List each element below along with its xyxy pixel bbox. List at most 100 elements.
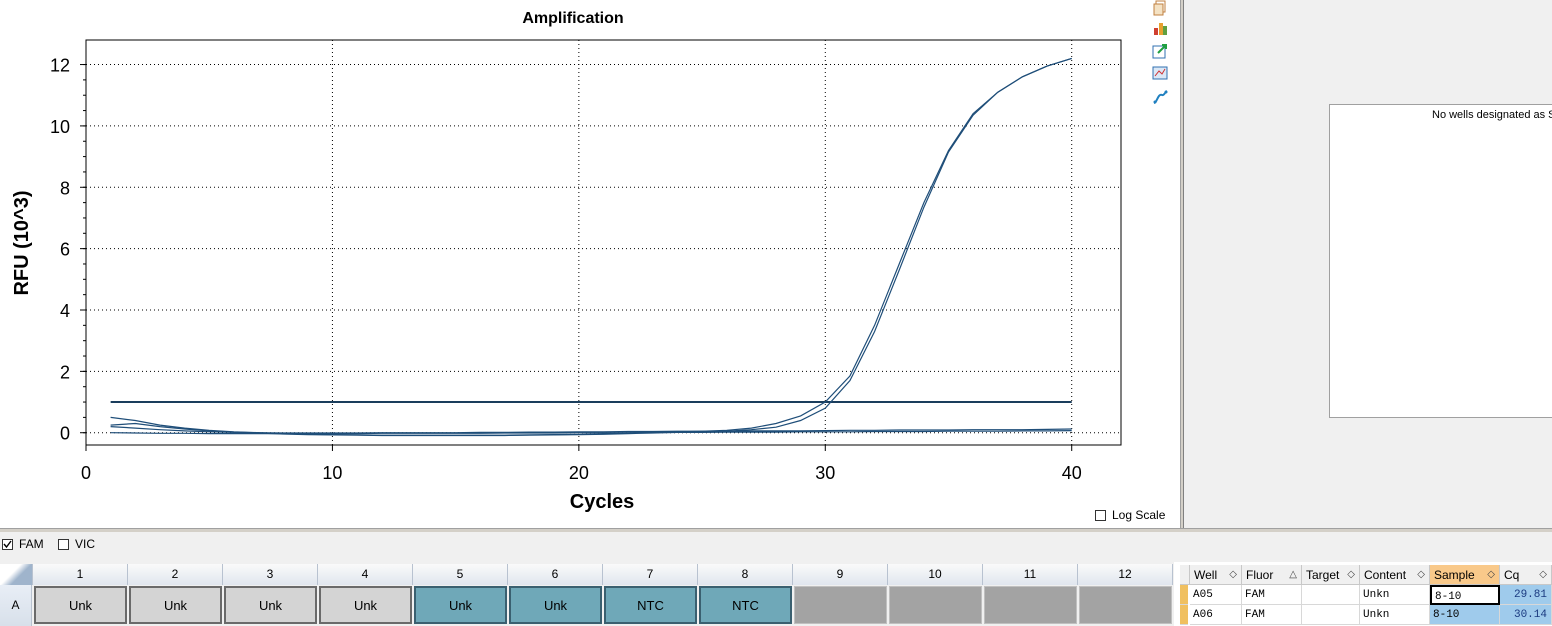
x-tick-label: 30 [815, 463, 835, 483]
plate-well-a04[interactable]: Unk [319, 586, 412, 624]
curve-icon[interactable] [1152, 89, 1168, 105]
plate-column-header-4[interactable]: 4 [318, 564, 413, 585]
plate-well-a06[interactable]: Unk [509, 586, 602, 624]
vertical-splitter[interactable] [1180, 0, 1184, 528]
y-axis-label: RFU (10^3) [11, 190, 33, 295]
amplification-curve-1[interactable] [110, 57, 1072, 436]
y-tick-label: 0 [60, 424, 70, 444]
amplification-curve-4[interactable] [110, 430, 1072, 435]
plate-corner[interactable] [0, 564, 33, 585]
cell-sample[interactable]: 8-10 [1430, 585, 1500, 605]
plate-well-a02[interactable]: Unk [129, 586, 222, 624]
y-tick-label: 2 [60, 362, 70, 382]
plate-row-header-a[interactable]: A [0, 585, 32, 626]
column-header-fluor[interactable]: Fluor △ [1242, 565, 1302, 585]
plate-column-header-5[interactable]: 5 [413, 564, 508, 585]
sort-icon[interactable]: ◇ [1417, 569, 1425, 580]
log-scale-label: Log Scale [1112, 508, 1166, 522]
plate-well-a10[interactable] [889, 586, 982, 624]
row-selector[interactable] [1180, 585, 1188, 605]
plate-well-a08[interactable]: NTC [699, 586, 792, 624]
column-header-target[interactable]: Target ◇ [1302, 565, 1360, 585]
vic-checkbox[interactable] [58, 539, 69, 551]
column-header-cq[interactable]: Cq ◇ [1500, 565, 1552, 585]
plate-column-header-2[interactable]: 2 [128, 564, 223, 585]
plate-well-a03[interactable]: Unk [224, 586, 317, 624]
plate-well-a09[interactable] [794, 586, 887, 624]
plate-column-header-9[interactable]: 9 [793, 564, 888, 585]
sort-icon[interactable]: ◇ [1487, 569, 1495, 580]
series-layer [110, 57, 1072, 437]
plate-column-header-1[interactable]: 1 [33, 564, 128, 585]
cell-cq[interactable]: 30.14 [1500, 605, 1552, 625]
sort-icon[interactable]: ◇ [1347, 569, 1355, 580]
log-scale-toggle[interactable]: Log Scale [1095, 508, 1165, 522]
chart-grid [86, 40, 1121, 445]
chart-toolbar [1148, 0, 1170, 110]
plate-well-a01[interactable]: Unk [34, 586, 127, 624]
fam-filter[interactable]: FAM [2, 537, 44, 551]
column-header-label: Well [1194, 568, 1218, 582]
plate-view: 1 2 3 4 5 6 7 8 9 10 11 12 A Unk Unk Unk Unk Unk Unk NTC N… [0, 562, 1174, 626]
plate-well-a07[interactable]: NTC [604, 586, 697, 624]
fam-label: FAM [19, 537, 44, 551]
x-tick-label: 40 [1062, 463, 1082, 483]
plate-well-a12[interactable] [1079, 586, 1172, 624]
vic-label: VIC [75, 537, 96, 551]
cell-content[interactable]: Unkn [1360, 605, 1430, 625]
sort-icon[interactable]: △ [1289, 569, 1297, 580]
copy-icon[interactable] [1152, 0, 1168, 16]
export-icon[interactable] [1152, 43, 1168, 59]
x-tick-label: 0 [81, 463, 91, 483]
column-header-label: Fluor [1246, 568, 1274, 582]
cell-content[interactable]: Unkn [1360, 585, 1430, 605]
amplification-curve-3[interactable] [110, 426, 1072, 434]
plate-column-header-6[interactable]: 6 [508, 564, 603, 585]
column-header-label: Target [1306, 568, 1340, 582]
cell-target[interactable] [1302, 585, 1360, 605]
sort-icon[interactable]: ◇ [1229, 569, 1237, 580]
chart-title: Amplification [522, 10, 623, 27]
zoom-chart-icon[interactable] [1152, 65, 1168, 81]
plate-column-header-3[interactable]: 3 [223, 564, 318, 585]
y-tick-label: 12 [50, 56, 70, 76]
cell-fluor[interactable]: FAM [1242, 585, 1302, 605]
plate-column-header-11[interactable]: 11 [983, 564, 1078, 585]
column-header-well[interactable]: Well ◇ [1190, 565, 1242, 585]
y-tick-label: 4 [60, 301, 70, 321]
column-header-content[interactable]: Content ◇ [1360, 565, 1430, 585]
column-header-label: Cq [1504, 568, 1520, 582]
sort-icon[interactable]: ◇ [1539, 569, 1547, 580]
plate-column-header-12[interactable]: 12 [1078, 564, 1173, 585]
chart-settings-icon[interactable] [1152, 20, 1168, 36]
vic-filter[interactable]: VIC [58, 537, 95, 551]
cell-target[interactable] [1302, 605, 1360, 625]
axis-ticks: 0 10 20 30 40 0 2 4 6 8 10 12 [50, 56, 1082, 483]
log-scale-checkbox[interactable] [1095, 510, 1106, 522]
row-selector[interactable] [1180, 605, 1188, 625]
standard-curve-message: No wells designated as S [1432, 109, 1552, 121]
column-header-label: Sample [1434, 568, 1475, 582]
cell-well[interactable]: A05 [1190, 585, 1242, 605]
plate-column-header-8[interactable]: 8 [698, 564, 793, 585]
amplification-curve-2[interactable] [110, 57, 1072, 437]
plate-column-header-10[interactable]: 10 [888, 564, 983, 585]
cell-fluor[interactable]: FAM [1242, 605, 1302, 625]
horizontal-splitter[interactable] [0, 528, 1552, 532]
fam-checkbox[interactable] [2, 539, 13, 551]
column-header-sample[interactable]: Sample ◇ [1430, 565, 1500, 585]
cell-cq[interactable]: 29.81 [1500, 585, 1552, 605]
results-table: Well ◇ Fluor △ Target ◇ Content ◇ Sample ◇ Cq ◇ A05… [1180, 562, 1552, 626]
cell-well[interactable]: A06 [1190, 605, 1242, 625]
plate-well-a11[interactable] [984, 586, 1077, 624]
plate-column-header-7[interactable]: 7 [603, 564, 698, 585]
x-axis-label: Cycles [570, 491, 635, 513]
y-tick-label: 6 [60, 240, 70, 260]
y-tick-label: 10 [50, 117, 70, 137]
cell-sample[interactable]: 8-10 [1430, 605, 1500, 625]
x-tick-label: 10 [322, 463, 342, 483]
standard-curve-box: No wells designated as S [1329, 104, 1552, 418]
plot-area-frame [85, 39, 1122, 446]
plate-well-a05[interactable]: Unk [414, 586, 507, 624]
